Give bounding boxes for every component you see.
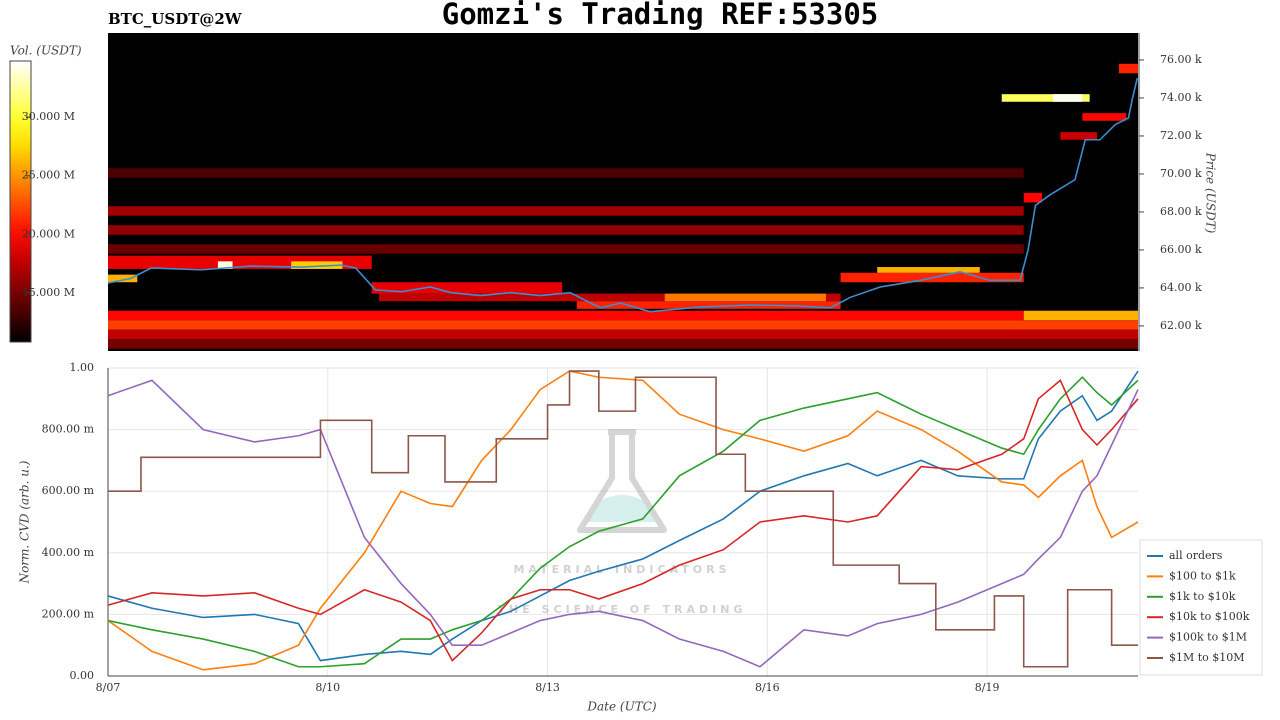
heatmap-cell xyxy=(576,301,841,309)
heatmap-cell xyxy=(108,244,1024,254)
y-axis-label: Norm. CVD (arb. u.) xyxy=(18,460,32,584)
watermark-subtitle: THE SCIENCE OF TRADING xyxy=(498,603,747,616)
y-tick-label: 0.00 xyxy=(70,669,95,682)
heatmap-cell xyxy=(664,293,826,302)
y-tick-label: 68.00 k xyxy=(1160,205,1202,218)
series-line xyxy=(108,370,1138,668)
heatmap-cell xyxy=(291,261,343,269)
plot-area xyxy=(108,368,1138,676)
x-tick-label: 8/07 xyxy=(96,681,121,694)
heatmap-cell xyxy=(379,293,841,302)
y-tick-label: 74.00 k xyxy=(1160,91,1202,104)
series-line xyxy=(107,376,1139,668)
x-tick-label: 8/16 xyxy=(755,681,780,694)
legend-box xyxy=(1139,539,1263,676)
y-tick-label: 800.00 m xyxy=(42,423,95,436)
y-tick-label: 400.00 m xyxy=(42,546,95,559)
y-tick-label: 76.00 k xyxy=(1160,53,1202,66)
heatmap-cell xyxy=(1001,94,1090,102)
colorbar-label: Vol. (USDT) xyxy=(10,44,82,58)
heatmap-cell xyxy=(1118,63,1138,74)
watermark-icon xyxy=(577,429,667,533)
price-line xyxy=(107,77,1139,313)
y-tick-label: 64.00 k xyxy=(1160,281,1202,294)
heatmap-cell xyxy=(371,282,563,294)
legend-label: $10k to $100k xyxy=(1169,610,1250,623)
colorbar-tick-label: 15.000 M xyxy=(22,286,75,299)
heatmap-cell xyxy=(108,339,1138,349)
heatmap-cell xyxy=(1060,132,1097,140)
legend-label: $1k to $10k xyxy=(1169,590,1236,603)
heatmap-cell xyxy=(108,206,1024,216)
legend-label: all orders xyxy=(1169,549,1223,562)
x-tick-label: 8/19 xyxy=(975,681,1000,694)
colorbar-tick-label: 25.000 M xyxy=(22,169,75,182)
heatmap-cell xyxy=(1023,192,1043,203)
y-tick-label: 72.00 k xyxy=(1160,129,1202,142)
legend-label: $100 to $1k xyxy=(1169,569,1236,582)
chart-subtitle: BTC_USDT@2W xyxy=(108,10,243,28)
series-line xyxy=(107,379,1139,662)
colorbar xyxy=(9,60,32,343)
heatmap-cell xyxy=(217,261,233,269)
watermark: MATERIAL INDICATORS xyxy=(513,563,730,576)
heatmap-cell xyxy=(877,267,980,273)
y-tick-label: 1.00 xyxy=(70,361,95,374)
y-tick-label: 600.00 m xyxy=(42,484,95,497)
chart-title: Gomzi's Trading REF:53305 xyxy=(442,0,879,31)
heatmap-cell xyxy=(1053,94,1083,102)
heatmap-cell xyxy=(1082,113,1127,121)
heatmap-cell xyxy=(108,310,1024,321)
x-tick-label: 8/13 xyxy=(535,681,560,694)
y-tick-label: 70.00 k xyxy=(1160,167,1202,180)
y-axis-label: Price (USDT) xyxy=(1204,152,1218,234)
colorbar-tick-label: 30.000 M xyxy=(22,110,75,123)
legend-label: $1M to $10M xyxy=(1169,651,1245,664)
heatmap-cell xyxy=(1023,310,1138,321)
series-line xyxy=(107,370,1139,662)
x-tick-label: 8/10 xyxy=(315,681,340,694)
y-tick-label: 66.00 k xyxy=(1160,243,1202,256)
heatmap-cell xyxy=(108,225,1024,235)
series-line xyxy=(107,379,1139,668)
heatmap-cell xyxy=(108,274,138,283)
heatmap-cell xyxy=(108,320,1138,330)
y-tick-label: 200.00 m xyxy=(42,607,95,620)
series-line xyxy=(107,370,1139,671)
watermark-icon xyxy=(588,495,656,522)
heatmap-cell xyxy=(108,168,1024,178)
heatmap-cell xyxy=(108,329,1138,340)
legend-label: $100k to $1M xyxy=(1169,631,1247,644)
colorbar-tick-label: 20.000 M xyxy=(22,227,75,240)
y-tick-label: 62.00 k xyxy=(1160,319,1202,332)
x-axis-label: Date (UTC) xyxy=(586,700,656,714)
